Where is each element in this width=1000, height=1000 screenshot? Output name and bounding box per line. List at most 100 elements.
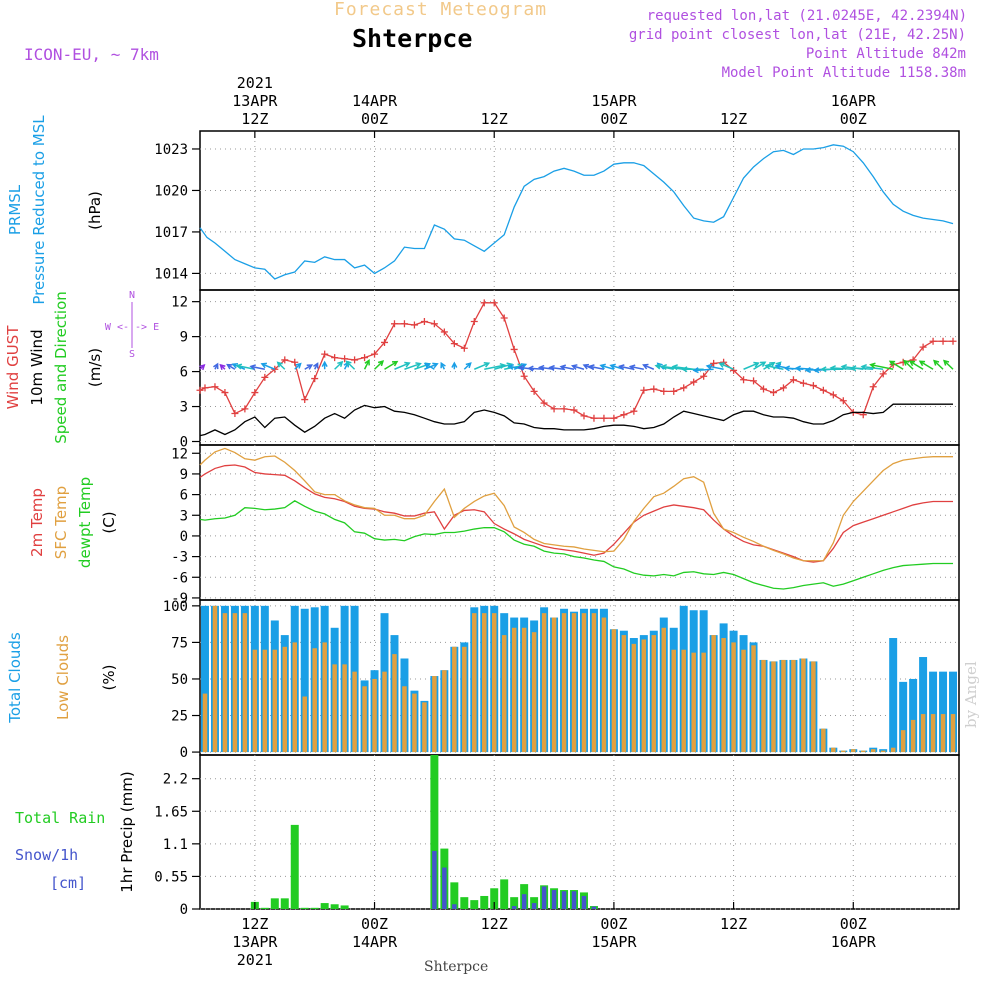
ytick-label-wind: 0 bbox=[180, 435, 188, 451]
wind-arrow-head bbox=[753, 361, 760, 368]
series-line-temperature bbox=[199, 464, 954, 563]
bar-clouds bbox=[801, 658, 806, 753]
chart-series bbox=[196, 144, 958, 909]
wind-arrow-head bbox=[199, 364, 206, 371]
bar-clouds bbox=[392, 654, 397, 753]
bar-clouds bbox=[910, 719, 916, 753]
top-time-label: 16APR bbox=[831, 92, 877, 110]
wind-arrow-head bbox=[820, 366, 827, 373]
wind-arrow bbox=[394, 362, 410, 370]
gust-marker bbox=[371, 350, 379, 358]
wind-arrow-head bbox=[249, 364, 256, 371]
gust-marker bbox=[231, 410, 239, 418]
bar-clouds bbox=[751, 645, 756, 753]
bar-clouds bbox=[731, 642, 736, 753]
wind-arrow-head bbox=[423, 362, 431, 369]
bar-clouds bbox=[940, 714, 946, 753]
wind-arrow-head bbox=[404, 361, 411, 368]
bar-clouds bbox=[551, 617, 557, 753]
bar-clouds bbox=[781, 659, 786, 753]
ylabel-wind: Speed and Direction bbox=[52, 291, 70, 444]
wind-arrow-head bbox=[465, 362, 472, 369]
wind-arrow-head bbox=[618, 364, 625, 371]
wind-arrow-head bbox=[794, 365, 801, 372]
gust-marker bbox=[829, 391, 837, 399]
bar-clouds bbox=[501, 635, 507, 753]
bar-clouds bbox=[302, 696, 307, 753]
gust-marker bbox=[410, 321, 418, 329]
bar-precip bbox=[340, 905, 349, 909]
ylabel-temperature: dewpt Temp bbox=[76, 477, 94, 568]
bar-clouds bbox=[641, 639, 647, 753]
gust-marker bbox=[740, 376, 748, 384]
wind-arrow-head bbox=[654, 363, 661, 370]
wind-arrow bbox=[277, 361, 286, 370]
wind-arrow bbox=[919, 360, 934, 370]
gust-marker bbox=[650, 385, 658, 393]
wind-arrow bbox=[831, 367, 854, 370]
gust-marker bbox=[510, 345, 518, 353]
wind-arrow-head bbox=[588, 364, 595, 371]
bar-clouds bbox=[300, 608, 309, 753]
ytick-label-pressure: 1023 bbox=[154, 142, 188, 158]
bar-precip bbox=[290, 824, 299, 909]
gust-marker bbox=[919, 343, 927, 351]
top-time-label: 00Z bbox=[840, 110, 867, 128]
gust-marker bbox=[939, 337, 947, 345]
bar-precip bbox=[561, 891, 567, 909]
wind-arrow bbox=[909, 360, 924, 370]
top-time-label: 14APR bbox=[352, 92, 398, 110]
wind-arrow bbox=[236, 364, 256, 370]
bar-precip bbox=[581, 895, 587, 909]
ylabel-pressure: PRMSL bbox=[6, 184, 24, 235]
bar-precip bbox=[270, 898, 279, 909]
top-time-label: 00Z bbox=[600, 110, 627, 128]
ylabel-clouds: (%) bbox=[100, 665, 118, 691]
bottom-time-label: 12Z bbox=[720, 915, 747, 933]
bar-clouds bbox=[950, 714, 956, 753]
gust-marker bbox=[291, 358, 299, 366]
gust-marker bbox=[690, 378, 698, 386]
ylabel-wind: 10m Wind bbox=[28, 329, 46, 405]
bar-clouds bbox=[721, 638, 726, 753]
ytick-label-precip: 0 bbox=[180, 902, 188, 918]
wind-arrow-head bbox=[918, 360, 926, 367]
wind-arrow-head bbox=[313, 362, 319, 369]
ylabel-precip: 1hr Precip (mm) bbox=[118, 771, 136, 892]
wind-arrow-head bbox=[391, 360, 399, 367]
wind-arrow-head bbox=[432, 362, 439, 369]
wind-arrow-head bbox=[908, 360, 916, 367]
ylabel-pressure: (hPa) bbox=[86, 191, 104, 230]
gust-marker bbox=[670, 387, 678, 395]
ytick-label-pressure: 1020 bbox=[154, 183, 188, 199]
top-time-label: 13APR bbox=[232, 92, 278, 110]
bar-clouds bbox=[262, 649, 268, 753]
bar-clouds bbox=[222, 613, 228, 753]
bar-precip bbox=[541, 886, 547, 909]
wind-arrow-head bbox=[483, 361, 491, 368]
wind-arrow-head bbox=[642, 363, 649, 370]
bar-clouds bbox=[701, 652, 706, 753]
wind-arrow bbox=[796, 367, 814, 370]
wind-arrow bbox=[549, 366, 565, 370]
wind-arrow-head bbox=[440, 361, 446, 369]
bar-precip bbox=[300, 907, 309, 909]
gust-marker bbox=[351, 356, 359, 364]
bar-clouds bbox=[880, 750, 886, 753]
bottom-time-label: 12Z bbox=[241, 915, 268, 933]
bar-precip bbox=[511, 906, 517, 909]
gust-marker bbox=[710, 359, 718, 367]
ytick-label-temperature: 3 bbox=[180, 508, 188, 524]
bar-clouds bbox=[681, 649, 686, 753]
wind-arrow bbox=[334, 361, 343, 370]
gust-marker bbox=[779, 384, 787, 392]
bottom-time-label: 00Z bbox=[840, 915, 867, 933]
wind-arrow bbox=[374, 360, 384, 370]
bar-precip bbox=[430, 755, 439, 909]
wind-arrow-head bbox=[942, 359, 950, 366]
wind-arrow-head bbox=[295, 362, 302, 369]
wind-arrow-head bbox=[609, 363, 616, 370]
bar-precip bbox=[310, 907, 319, 909]
ytick-label-clouds: 100 bbox=[163, 599, 188, 615]
gust-marker bbox=[909, 356, 917, 364]
